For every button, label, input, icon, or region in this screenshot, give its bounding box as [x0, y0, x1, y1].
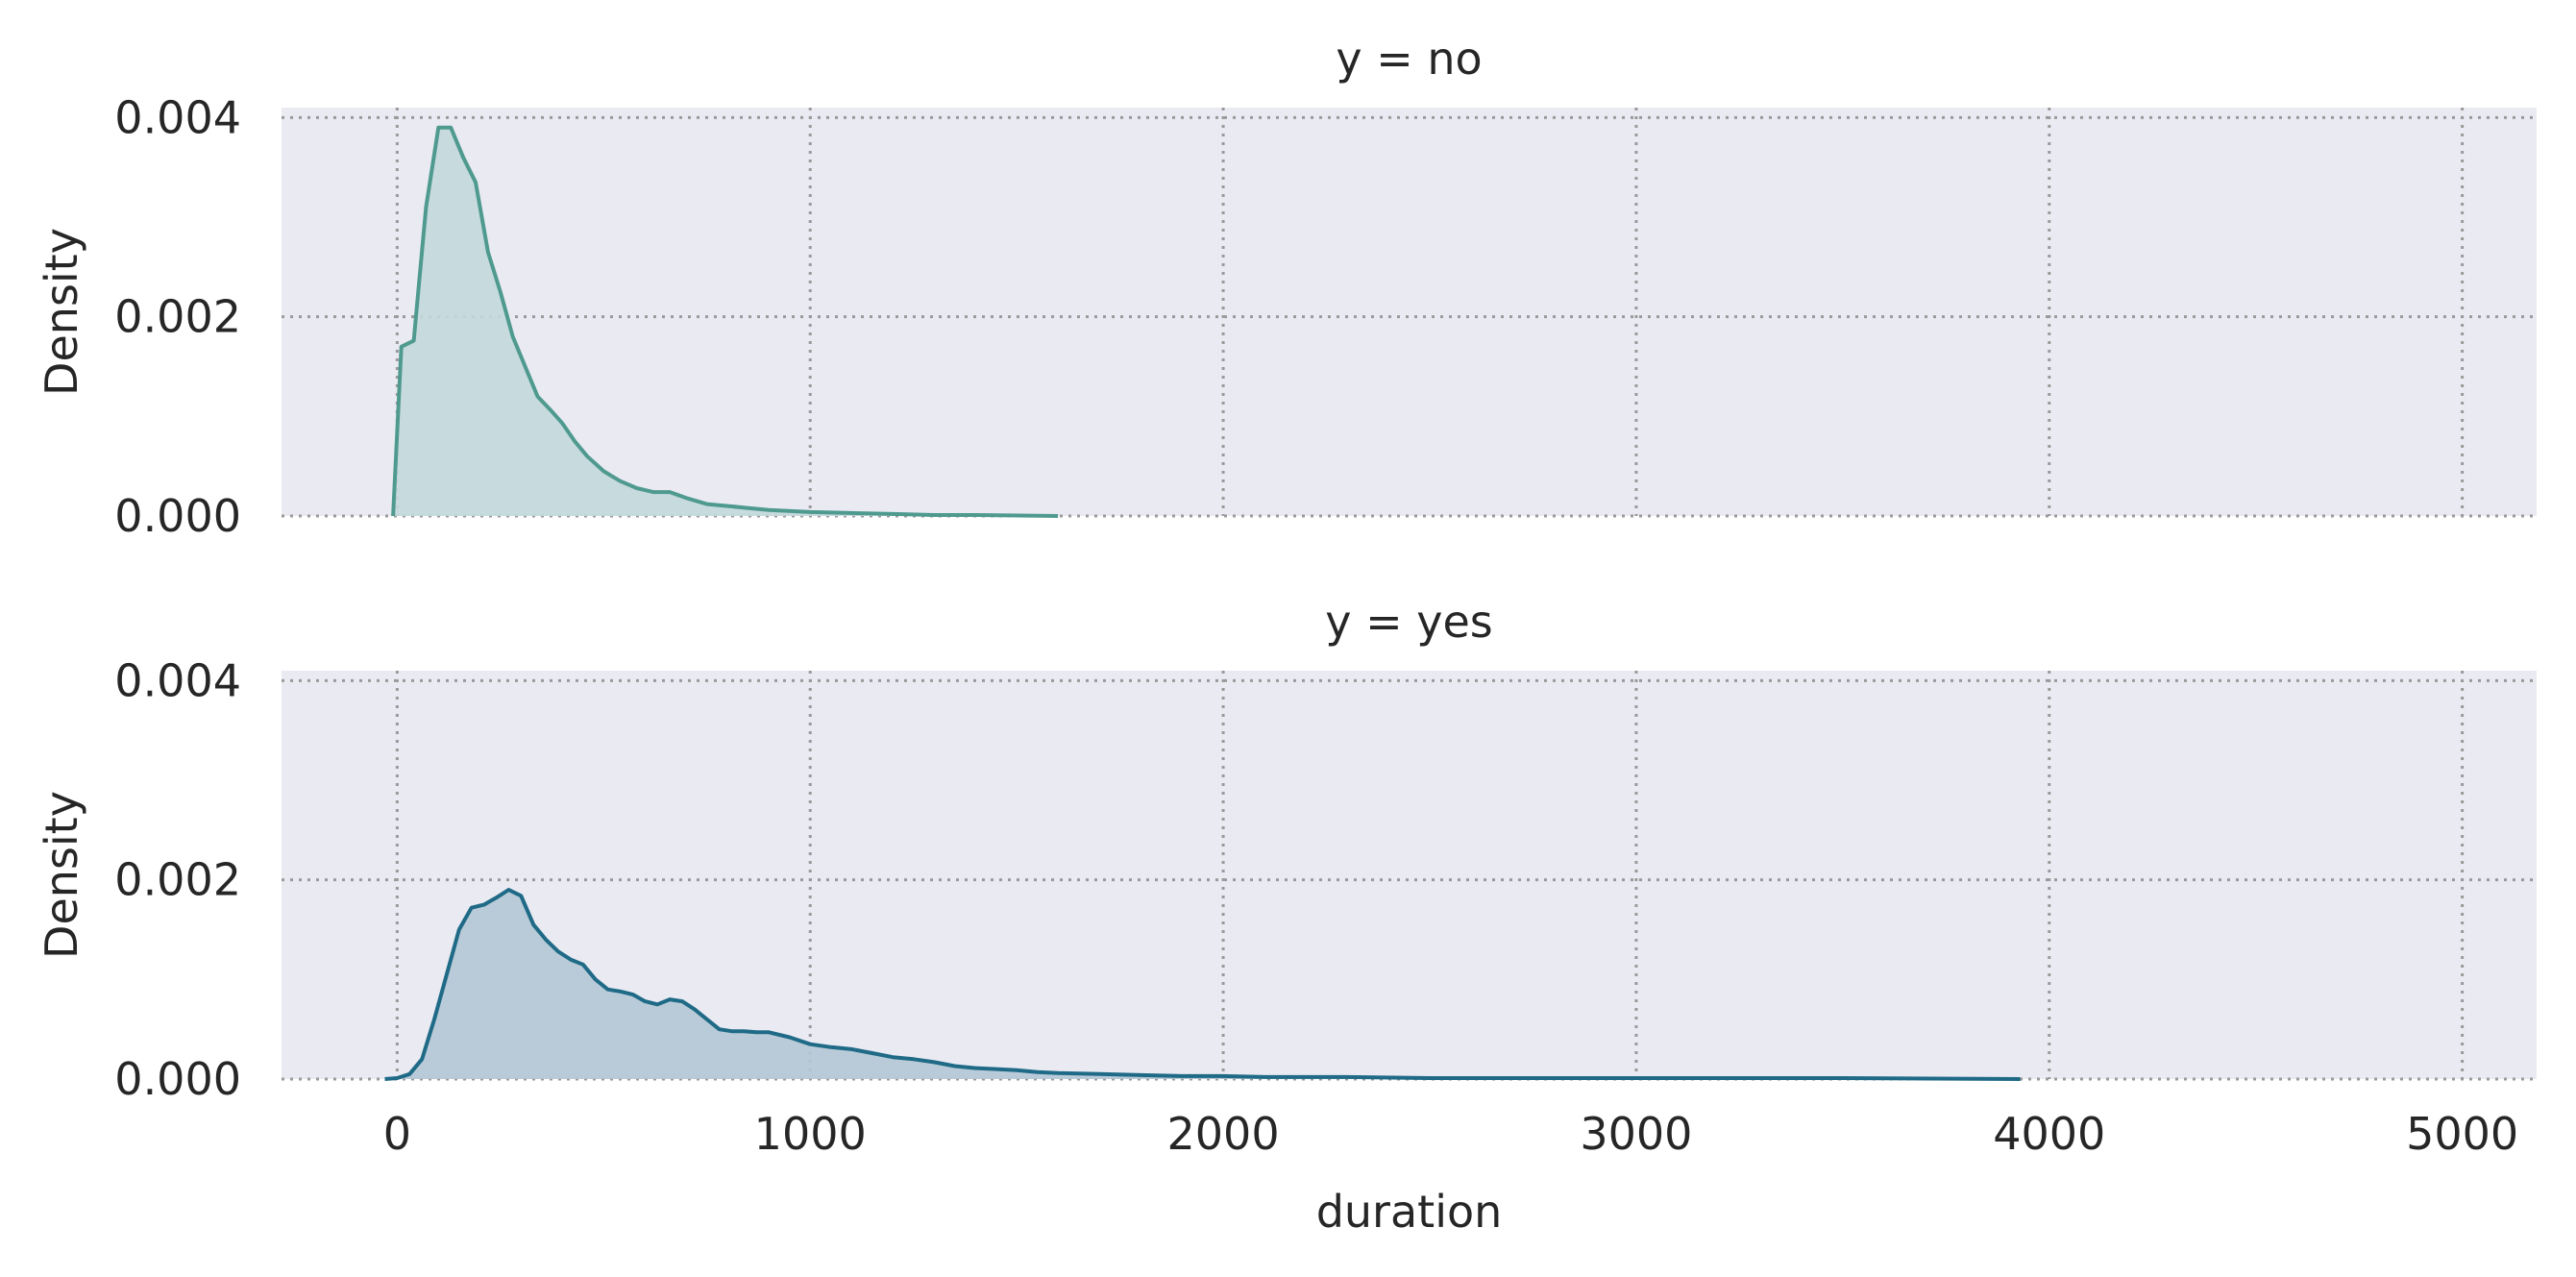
- plot-area: [282, 108, 2537, 516]
- panel-1: 0.000 0.002 0.004 y = no Density: [36, 33, 2537, 542]
- y-axis-label: Density: [36, 791, 87, 959]
- y-tick-label: 0.004: [114, 91, 241, 143]
- density-area: [393, 127, 1059, 516]
- y-tick-label: 0.004: [114, 654, 241, 706]
- x-tick-label: 4000: [1993, 1108, 2105, 1160]
- density-line: [384, 888, 2021, 1081]
- density-area: [384, 890, 2021, 1079]
- y-tick-label: 0.000: [114, 1053, 241, 1105]
- x-tick-label: 5000: [2406, 1108, 2518, 1160]
- y-tick-label: 0.000: [114, 490, 241, 542]
- y-tick-label: 0.002: [114, 854, 241, 906]
- y-axis-label: Density: [36, 228, 87, 396]
- y-tick-label: 0.002: [114, 291, 241, 343]
- x-tick-label: 0: [383, 1108, 411, 1160]
- x-tick-label: 1000: [754, 1108, 867, 1160]
- density-line: [391, 125, 1059, 518]
- panel-title: y = no: [1336, 33, 1482, 85]
- x-tick-label: 3000: [1580, 1108, 1692, 1160]
- x-axis-label: duration: [1316, 1186, 1503, 1238]
- panel-title: y = yes: [1325, 596, 1493, 648]
- panel-2: 0.000 0.002 0.004 0 1000 2000 3000 4000 5000 y = …: [36, 596, 2537, 1238]
- x-tick-label: 2000: [1167, 1108, 1280, 1160]
